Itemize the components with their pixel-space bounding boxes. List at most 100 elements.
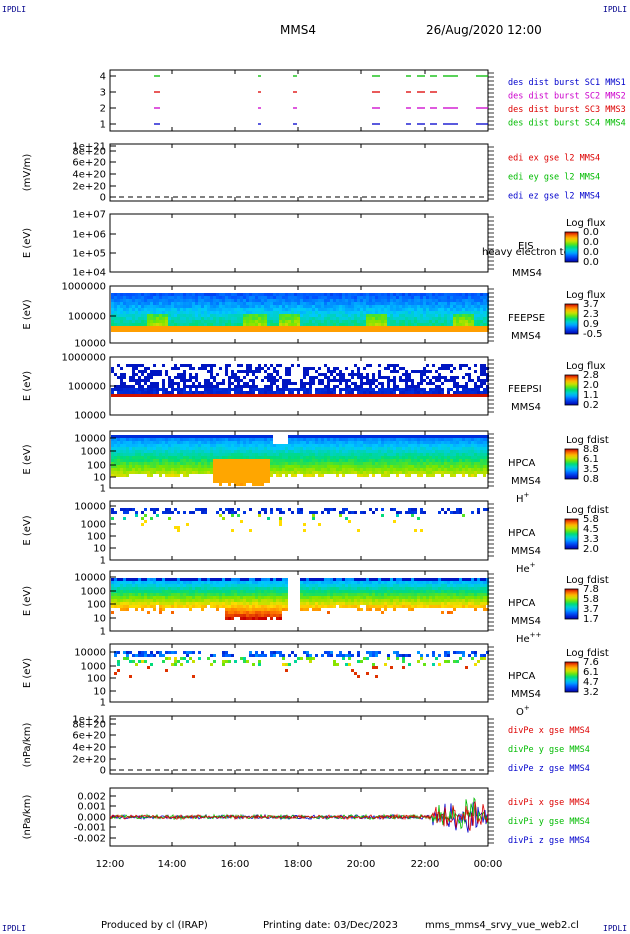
- pixel: [471, 388, 474, 391]
- pixel: [480, 305, 483, 308]
- pixel: [150, 376, 153, 379]
- pixel: [450, 459, 453, 462]
- colorbar-tick: 0.0: [583, 227, 599, 238]
- pixel: [228, 435, 231, 438]
- pixel: [357, 305, 360, 308]
- pixel: [453, 456, 456, 459]
- pixel: [180, 468, 183, 471]
- pixel: [297, 323, 300, 326]
- pixel: [327, 314, 330, 317]
- pixel: [162, 462, 165, 465]
- pixel: [450, 314, 453, 317]
- pixel: [162, 435, 165, 438]
- pixel: [153, 453, 156, 456]
- pixel: [120, 453, 123, 456]
- pixel: [441, 320, 444, 323]
- pixel: [189, 293, 192, 296]
- pixel: [186, 314, 189, 317]
- pixel: [423, 468, 426, 471]
- pixel: [414, 459, 417, 462]
- pixel: [450, 302, 453, 305]
- pixel: [354, 320, 357, 323]
- pixel: [351, 382, 354, 385]
- pixel: [312, 305, 315, 308]
- pixel: [402, 438, 405, 441]
- pixel: [408, 388, 411, 391]
- pixel: [180, 447, 183, 450]
- pixel: [144, 314, 147, 317]
- pixel: [111, 593, 114, 596]
- pixel: [282, 447, 285, 450]
- pixel: [165, 323, 168, 326]
- pixel: [249, 465, 252, 468]
- pixel: [321, 329, 324, 332]
- pixel: [135, 293, 138, 296]
- pixel: [438, 391, 441, 394]
- pixel: [330, 329, 333, 332]
- pixel: [267, 293, 270, 296]
- pixel: [222, 447, 225, 450]
- pixel: [372, 462, 375, 465]
- pixel: [303, 447, 306, 450]
- pixel: [306, 320, 309, 323]
- pixel: [264, 364, 267, 367]
- pixel: [216, 394, 219, 397]
- pixel: [219, 474, 222, 477]
- pixel: [198, 382, 201, 385]
- pixel: [309, 453, 312, 456]
- pixel: [228, 511, 231, 514]
- pixel: [126, 388, 129, 391]
- pixel: [420, 453, 423, 456]
- pixel: [480, 323, 483, 326]
- pixel: [213, 385, 216, 388]
- pixel: [405, 391, 408, 394]
- pixel: [393, 305, 396, 308]
- pixel: [396, 474, 399, 477]
- pixel: [270, 314, 273, 317]
- pixel: [201, 308, 204, 311]
- pixel: [426, 394, 429, 397]
- pixel: [135, 456, 138, 459]
- pixel: [447, 364, 450, 367]
- pixel: [264, 376, 267, 379]
- pixel: [315, 293, 318, 296]
- pixel: [225, 320, 228, 323]
- pixel: [453, 320, 456, 323]
- pixel: [126, 444, 129, 447]
- pixel: [234, 511, 237, 514]
- pixel: [384, 459, 387, 462]
- pixel: [294, 311, 297, 314]
- pixel: [189, 468, 192, 471]
- pixel: [348, 293, 351, 296]
- pixel: [426, 320, 429, 323]
- pixel: [315, 435, 318, 438]
- pixel: [465, 444, 468, 447]
- pixel: [447, 394, 450, 397]
- pixel: [240, 456, 243, 459]
- pixel: [390, 311, 393, 314]
- pixel: [345, 456, 348, 459]
- pixel: [183, 453, 186, 456]
- pixel: [249, 308, 252, 311]
- pixel: [174, 456, 177, 459]
- pixel: [327, 447, 330, 450]
- pixel: [474, 441, 477, 444]
- pixel: [414, 305, 417, 308]
- pixel: [378, 394, 381, 397]
- pixel: [453, 311, 456, 314]
- pixel: [312, 299, 315, 302]
- pixel: [177, 391, 180, 394]
- pixel: [114, 326, 117, 329]
- pixel: [402, 441, 405, 444]
- pixel: [456, 320, 459, 323]
- pixel: [363, 391, 366, 394]
- pixel: [195, 441, 198, 444]
- pixel: [342, 373, 345, 376]
- pixel: [219, 382, 222, 385]
- pixel: [294, 465, 297, 468]
- pixel: [237, 514, 240, 517]
- pixel: [267, 480, 270, 483]
- pixel: [303, 459, 306, 462]
- pixel: [390, 379, 393, 382]
- pixel: [162, 388, 165, 391]
